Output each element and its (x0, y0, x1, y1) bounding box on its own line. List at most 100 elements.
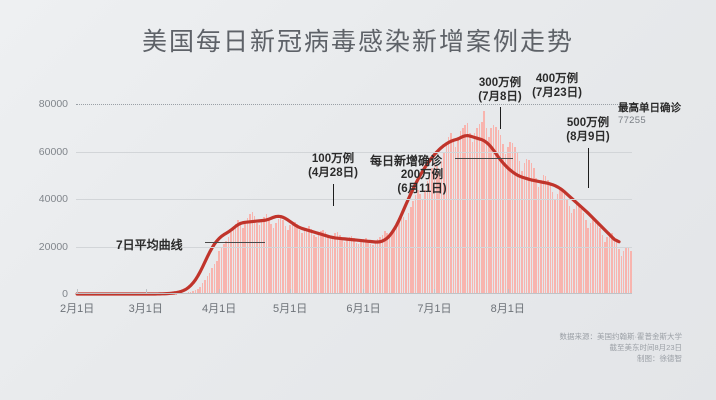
bar (419, 194, 421, 294)
bar (481, 121, 483, 294)
bar (440, 161, 443, 294)
bar (339, 234, 341, 294)
annotation-peak: 最高单日确诊 77255 (618, 102, 681, 127)
bar (298, 229, 301, 294)
x-tick-mark-2 (219, 289, 221, 294)
bar (277, 219, 280, 294)
bar (544, 176, 547, 294)
bar (322, 229, 324, 294)
bar (265, 214, 268, 294)
bar (213, 264, 216, 294)
annotation-5m-date: (8月9日) (566, 131, 610, 144)
annotation-avg-curve: 7日平均曲线 (116, 238, 183, 252)
x-axis-tick-6: 8月1日 (490, 303, 525, 315)
gridline-20000 (76, 246, 632, 248)
bar (469, 132, 471, 294)
bar (263, 216, 265, 294)
bar (407, 213, 410, 294)
bar (189, 291, 192, 294)
bar (542, 175, 545, 294)
bar (400, 213, 403, 294)
bar (504, 153, 507, 294)
bar (234, 223, 237, 294)
x-tick-mark-1 (145, 289, 147, 294)
gridline-80000 (76, 104, 632, 105)
bar (220, 247, 223, 294)
bar (578, 204, 580, 294)
footer-asof: 截至美东时间8月23日 (609, 342, 682, 352)
bar (604, 241, 606, 294)
leader-line-3m (500, 107, 501, 129)
bar (208, 272, 211, 294)
bar (355, 242, 358, 294)
annotation-1m: 100万例 (4月28日) (308, 152, 358, 180)
bar (443, 151, 445, 294)
bar (223, 244, 225, 294)
y-axis-tick-0: 0 (62, 288, 68, 300)
bar (613, 237, 615, 294)
bar (239, 222, 242, 294)
bar (329, 239, 332, 294)
bar (379, 237, 381, 294)
annotation-daily-cases: 每日新增确诊 (370, 154, 443, 168)
x-tick-mark-5 (434, 289, 436, 294)
bar (622, 251, 625, 294)
bar (478, 124, 481, 294)
y-axis-tick-80000: 80000 (38, 98, 68, 110)
bar (459, 131, 462, 294)
bar (511, 143, 514, 294)
bar (272, 227, 275, 294)
annotation-4m: 400万例 (7月23日) (532, 72, 582, 100)
annotation-5m: 500万例 (8月9日) (566, 116, 609, 144)
bar (237, 220, 239, 294)
bar (485, 127, 488, 294)
bar (514, 146, 516, 294)
bar (547, 180, 549, 294)
bar (305, 227, 308, 294)
bar (301, 233, 303, 294)
bar (521, 170, 523, 294)
bar (398, 218, 400, 294)
bar (523, 163, 526, 294)
x-tick-mark-4 (363, 289, 365, 294)
bar (551, 191, 554, 294)
bar (367, 240, 369, 294)
bar (218, 251, 220, 294)
gridline-40000 (76, 199, 632, 200)
bar (537, 187, 540, 294)
bar (611, 233, 613, 294)
bar (294, 221, 296, 294)
bar (570, 213, 573, 294)
annotation-5m-value: 500万例 (566, 117, 610, 129)
bar (447, 137, 450, 294)
bar (412, 201, 414, 294)
annotation-1m-value: 100万例 (311, 153, 355, 165)
bar (386, 233, 388, 294)
bar (625, 246, 627, 294)
bar (260, 220, 263, 294)
bar (630, 251, 632, 294)
bar (528, 159, 530, 294)
bar (251, 212, 253, 294)
x-axis-tick-2: 4月1日 (202, 303, 237, 315)
annotation-4m-date: (7月23日) (532, 87, 582, 100)
bar (393, 227, 395, 294)
bar (438, 172, 440, 294)
bar (279, 218, 282, 294)
bar (346, 238, 348, 294)
x-axis-tick-1: 3月1日 (128, 303, 163, 315)
bar (507, 146, 509, 294)
bar (601, 234, 604, 294)
bar (466, 123, 469, 294)
x-axis-tick-5: 7月1日 (417, 303, 452, 315)
annotation-3m: 300万例 (7月8日) (478, 76, 521, 104)
bar (227, 237, 230, 294)
bar (410, 207, 412, 294)
bar (530, 163, 533, 294)
bar (384, 231, 386, 294)
bar (535, 177, 537, 294)
bar (395, 222, 398, 294)
leader-line-1m (333, 184, 334, 206)
annotation-peak-value: 77255 (618, 115, 646, 127)
